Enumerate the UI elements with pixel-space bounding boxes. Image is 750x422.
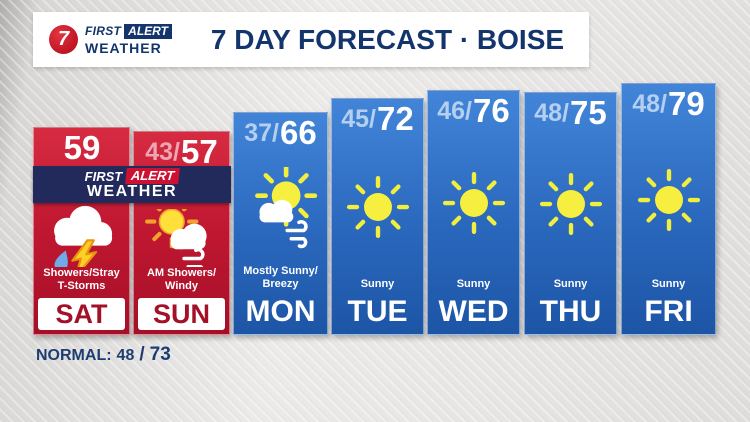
low-temp: 45/ <box>341 104 377 133</box>
day-column-mon: 37/ 66 Mostly Sunny/Breezy MON <box>233 112 328 335</box>
high-temp: 59 <box>63 129 101 166</box>
condition-label: Sunny <box>651 278 686 291</box>
temps: 48/ 75 <box>525 94 616 131</box>
high-temp: 75 <box>570 94 607 131</box>
sunny-icon <box>332 136 423 278</box>
temps: 48/ 79 <box>622 85 715 122</box>
condition-label: Sunny <box>360 278 395 291</box>
normal-separator: / <box>139 344 145 365</box>
temps: 45/ 72 <box>332 100 423 137</box>
high-temp: 72 <box>377 100 414 137</box>
sunny-icon <box>622 121 715 278</box>
high-temp: 79 <box>668 85 705 122</box>
showers-tstorms-icon <box>34 205 129 268</box>
condition-label: Mostly Sunny/Breezy <box>243 265 318 291</box>
normal-label: NORMAL: <box>36 347 112 364</box>
sunny-icon <box>525 130 616 278</box>
day-label: FRI <box>644 295 693 328</box>
banner-alert-badge: ALERT <box>125 168 181 184</box>
condition-label: Showers/Stray T-Storms <box>43 267 120 293</box>
temps: 46/ 76 <box>428 92 519 129</box>
first-alert-banner: FIRST ALERT WEATHER <box>33 166 231 203</box>
brand-alert-badge: ALERT <box>124 23 172 39</box>
normal-range: NORMAL: 48 / 73 <box>36 344 171 366</box>
day-label: TUE <box>347 295 408 328</box>
low-temp: 46/ <box>437 96 473 125</box>
temps: 59 <box>34 129 129 166</box>
day-label: MON <box>245 295 316 328</box>
condition-label: Sunny <box>456 278 491 291</box>
banner-weather-label: WEATHER <box>86 183 178 200</box>
channel7-first-alert-logo: 7 FIRST ALERT WEATHER <box>49 23 172 56</box>
normal-low: 48 <box>116 347 135 364</box>
brand-text: FIRST ALERT WEATHER <box>85 23 172 56</box>
brand-first-label: FIRST <box>85 24 122 38</box>
temps: 37/ 66 <box>234 114 327 151</box>
day-column-wed: 46/ 76 Sunny WED <box>427 90 520 335</box>
condition-label: Sunny <box>553 278 588 291</box>
header-banner: 7 FIRST ALERT WEATHER 7 DAY FORECAST · B… <box>33 12 589 67</box>
banner-first-label: FIRST <box>84 168 123 184</box>
brand-weather-label: WEATHER <box>85 39 162 56</box>
page-title: 7 DAY FORECAST · BOISE <box>210 23 565 55</box>
day-label: SAT <box>38 298 125 330</box>
day-column-sun: 43/ 57 AM Showers/Windy SUN <box>133 131 230 335</box>
low-temp: 48/ <box>534 98 570 127</box>
low-temp: 48/ <box>632 89 668 118</box>
day-label: SUN <box>138 298 225 330</box>
low-temp: 37/ <box>244 118 280 147</box>
channel7-icon: 7 <box>49 25 78 54</box>
high-temp: 66 <box>280 114 317 151</box>
high-temp: 57 <box>181 133 218 170</box>
day-label: WED <box>438 295 509 328</box>
temps: 43/ 57 <box>134 133 229 170</box>
condition-label: AM Showers/Windy <box>146 267 217 293</box>
day-column-thu: 48/ 75 Sunny THU <box>524 92 617 335</box>
high-temp: 76 <box>473 92 510 129</box>
low-temp: 43/ <box>145 137 181 166</box>
day-column-sat: 59 Showers/Stray T-Storms SAT <box>33 127 130 335</box>
day-column-tue: 45/ 72 Sunny TUE <box>331 98 424 335</box>
day-label: THU <box>539 295 602 328</box>
day-column-fri: 48/ 79 Sunny FRI <box>621 83 716 335</box>
normal-high: 73 <box>149 344 171 365</box>
am-showers-windy-icon <box>134 209 229 268</box>
sunny-icon <box>428 128 519 278</box>
mostly-sunny-breezy-icon <box>234 150 327 265</box>
